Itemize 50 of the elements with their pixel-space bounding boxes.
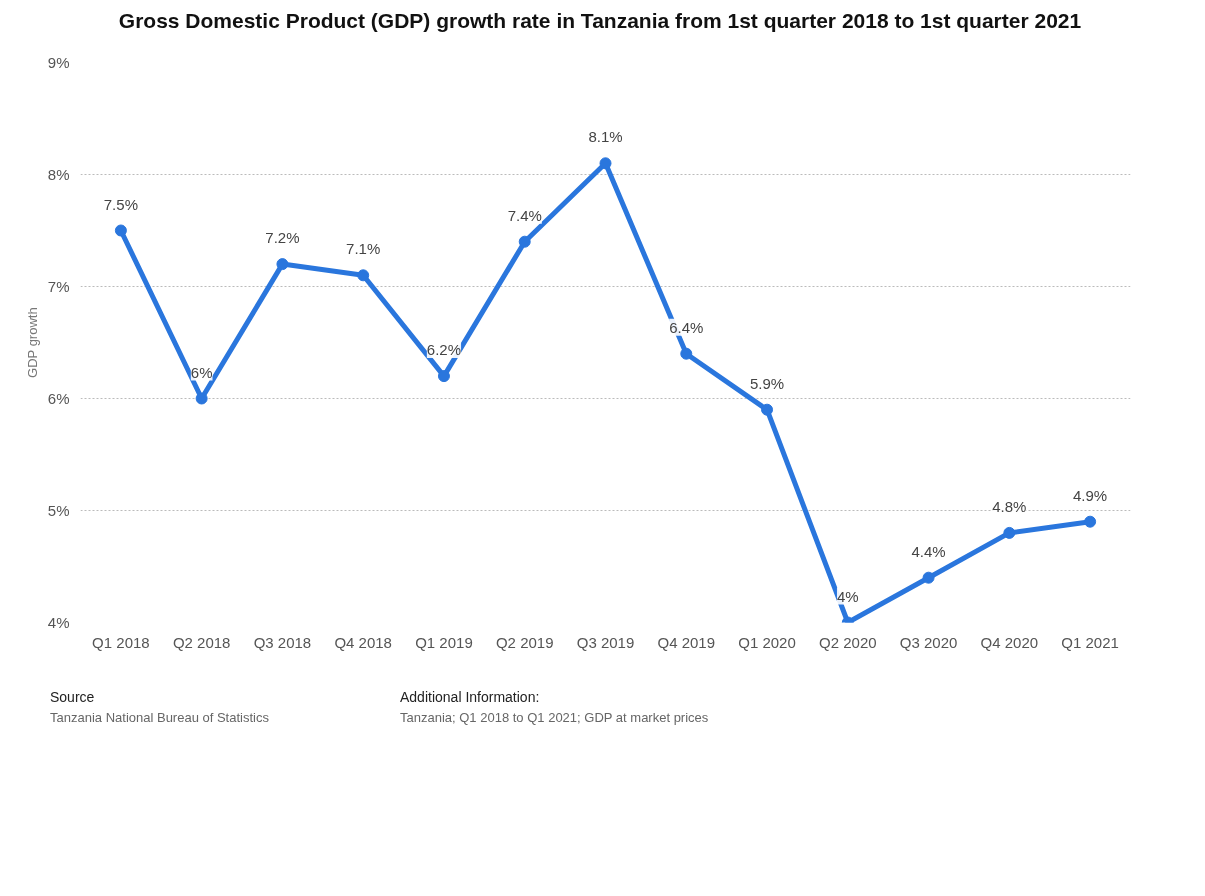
data-label: 7.2% [265,228,300,246]
x-tick-label: Q1 2021 [1061,633,1119,650]
x-tick-label: Q2 2020 [819,633,877,650]
data-label: 4.8% [992,497,1027,515]
text: Source [50,687,96,707]
point [437,369,450,382]
text: Additional Information: [400,687,541,707]
x-tick-label: Q3 2018 [253,633,312,650]
data-label: 6.4% [669,318,704,336]
x-tick-label: Q3 2020 [899,633,958,650]
y-tick-label: 8% [47,165,70,183]
point [1084,515,1097,528]
data-label: 7.4% [507,206,542,224]
point [276,257,289,270]
x-tick-label: Q4 2019 [657,633,716,650]
x-tick-label: Q1 2018 [92,633,150,650]
point [761,403,774,416]
point [357,268,370,281]
x-tick-label: Q4 2020 [980,633,1039,650]
x-tick-label: Q2 2019 [495,633,554,650]
y-axis-title: GDP growth [24,306,40,378]
y-tick-label: 9% [47,53,70,71]
x-tick-label: Q3 2019 [576,633,635,650]
data-label: 7.5% [103,195,138,212]
x-tick-label: Q1 2020 [738,633,796,650]
point [518,235,531,248]
x-tick-label: Q4 2018 [334,633,392,650]
x-tick-label: Q1 2019 [415,633,473,650]
text: Tanzania National Bureau of Statistics [50,708,270,727]
point [599,156,612,169]
point [1003,526,1016,539]
y-tick-label: 4% [47,613,70,631]
text: Tanzania; Q1 2018 to Q1 2021; GDP at market prices [400,708,710,727]
y-tick-label: 6% [47,389,70,407]
y-tick-label: 7% [47,277,70,295]
chart-title: Gross Domestic Product (GDP) growth rate in Tanzania from 1st quarter 2018 to 1st quarter 2021 [118,8,1082,34]
point [114,224,127,236]
y-tick-label: 5% [47,501,70,519]
point [195,392,208,404]
x-tick-label: Q2 2018 [172,633,231,650]
data-label: 6.2% [426,340,462,358]
data-label: 4.9% [1073,486,1108,504]
point [680,347,693,360]
data-label: 4% [836,587,859,604]
data-label: 7.1% [346,239,381,257]
point [922,571,935,584]
data-label: 8.1% [588,127,623,145]
data-label: 4.4% [911,542,946,560]
data-label: 5.9% [749,374,785,392]
data-label: 6% [190,363,213,380]
